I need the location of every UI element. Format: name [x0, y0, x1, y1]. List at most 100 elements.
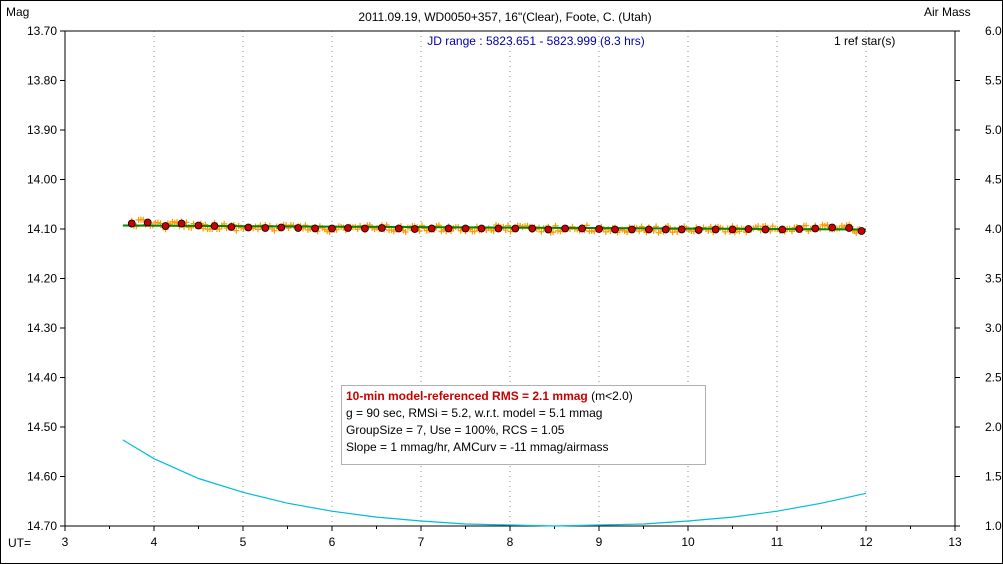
y2-axis-label: Air Mass — [924, 5, 971, 19]
binned-point — [628, 225, 636, 234]
binned-point — [444, 224, 453, 233]
rms-line: 10-min model-referenced RMS = 2.1 mmag (… — [346, 388, 701, 405]
y2-tick-label: 5.5 — [985, 74, 1002, 88]
binned-point — [544, 225, 553, 234]
y2-tick-label: 5.0 — [985, 123, 1002, 137]
binned-point — [161, 222, 170, 230]
y2-tick-label: 3.5 — [985, 272, 1002, 286]
airmass-curve — [122, 439, 867, 527]
raw-point — [471, 228, 478, 235]
y-tick-label: 14.70 — [27, 519, 57, 533]
binned-point — [711, 225, 720, 234]
x-tick-label: 10 — [681, 535, 695, 549]
binned-point — [761, 225, 770, 234]
y-tick-label: 14.20 — [27, 272, 57, 286]
raw-point — [255, 226, 262, 233]
binned-point — [194, 221, 203, 230]
stats-box: 10-min model-referenced RMS = 2.1 mmag (… — [341, 385, 706, 465]
binned-point — [677, 225, 686, 234]
chart-title: 2011.09.19, WD0050+357, 16"(Clear), Foot… — [358, 10, 652, 24]
y-tick-label: 14.00 — [27, 173, 57, 187]
binned-point — [728, 225, 737, 234]
binned-point — [294, 224, 303, 232]
y2-tick-label: 2.0 — [985, 420, 1002, 434]
y-tick-label: 14.30 — [27, 321, 57, 335]
binned-point — [210, 222, 219, 230]
x-tick-label: 13 — [948, 535, 962, 549]
y2-tick-label: 3.0 — [985, 321, 1002, 335]
x-tick-label: 9 — [596, 535, 603, 549]
rms-text: 10-min model-referenced RMS = 2.1 mmag — [346, 389, 588, 403]
binned-point — [561, 224, 570, 233]
ref-stars-label: 1 ref star(s) — [834, 34, 896, 48]
raw-point — [538, 228, 545, 235]
raw-point — [402, 229, 409, 236]
binned-point — [578, 224, 586, 233]
raw-point — [233, 227, 240, 234]
chart-subtitle: JD range : 5823.651 - 5823.999 (8.3 hrs) — [427, 34, 645, 48]
binned-point — [361, 224, 369, 233]
stats-line-4: Slope = 1 mmag/hr, AMCurv = -11 mmag/air… — [346, 440, 609, 454]
binned-point — [427, 224, 436, 233]
y-tick-label: 13.70 — [27, 24, 57, 38]
binned-point — [377, 224, 386, 232]
binned-point — [277, 223, 286, 232]
y-tick-label: 13.80 — [27, 74, 57, 88]
stats-line-3: GroupSize = 7, Use = 100%, RCS = 1.05 — [346, 423, 565, 437]
y-axis-label: Mag — [6, 5, 30, 19]
raw-point — [624, 229, 631, 236]
binned-point — [857, 227, 866, 235]
x-tick-label: 5 — [240, 535, 247, 549]
x-tick-label: 6 — [329, 535, 336, 549]
binned-point — [261, 224, 270, 232]
binned-point — [778, 225, 787, 234]
x-tick-label: 4 — [151, 535, 158, 549]
binned-point — [595, 225, 603, 233]
binned-point — [410, 225, 419, 233]
binned-point — [244, 223, 253, 232]
y2-tick-label: 4.0 — [985, 222, 1002, 236]
y-tick-label: 14.40 — [27, 371, 57, 385]
binned-point — [461, 224, 470, 233]
binned-point — [845, 224, 853, 232]
binned-point — [177, 219, 186, 228]
binned-point — [227, 223, 236, 231]
raw-point — [803, 222, 810, 229]
x-axis-label: UT= — [8, 536, 32, 550]
binned-point — [744, 225, 753, 233]
binned-point — [477, 224, 486, 233]
binned-point — [344, 224, 352, 232]
y2-tick-label: 2.5 — [985, 371, 1002, 385]
binned-point — [694, 226, 703, 234]
y-tick-label: 14.60 — [27, 470, 57, 484]
rms-suffix: (m<2.0) — [591, 389, 633, 403]
y2-tick-label: 1.0 — [985, 519, 1002, 533]
binned-point — [661, 225, 670, 234]
binned-point — [311, 224, 319, 233]
binned-point — [511, 224, 520, 233]
binned-point — [143, 218, 152, 227]
binned-point — [644, 225, 653, 234]
binned-point — [394, 224, 403, 233]
raw-point — [271, 227, 278, 234]
binned-point — [528, 224, 537, 233]
binned-point — [328, 224, 336, 233]
x-tick-label: 3 — [62, 535, 69, 549]
x-tick-label: 11 — [771, 535, 784, 549]
x-tick-label: 8 — [507, 535, 514, 549]
x-tick-label: 7 — [418, 535, 425, 549]
x-tick-label: 12 — [859, 535, 873, 549]
binned-point — [611, 225, 619, 234]
y2-tick-label: 4.5 — [985, 173, 1002, 187]
binned-point — [127, 219, 136, 228]
y-tick-label: 14.10 — [27, 222, 57, 236]
binned-point — [811, 224, 820, 233]
y2-tick-label: 1.5 — [985, 470, 1002, 484]
stats-line-2: g = 90 sec, RMSi = 5.2, w.r.t. model = 5… — [346, 406, 603, 420]
y-tick-label: 13.90 — [27, 123, 57, 137]
binned-point — [795, 225, 804, 233]
y2-tick-label: 6.0 — [985, 24, 1002, 38]
binned-point — [828, 223, 837, 232]
raw-point — [853, 230, 860, 237]
